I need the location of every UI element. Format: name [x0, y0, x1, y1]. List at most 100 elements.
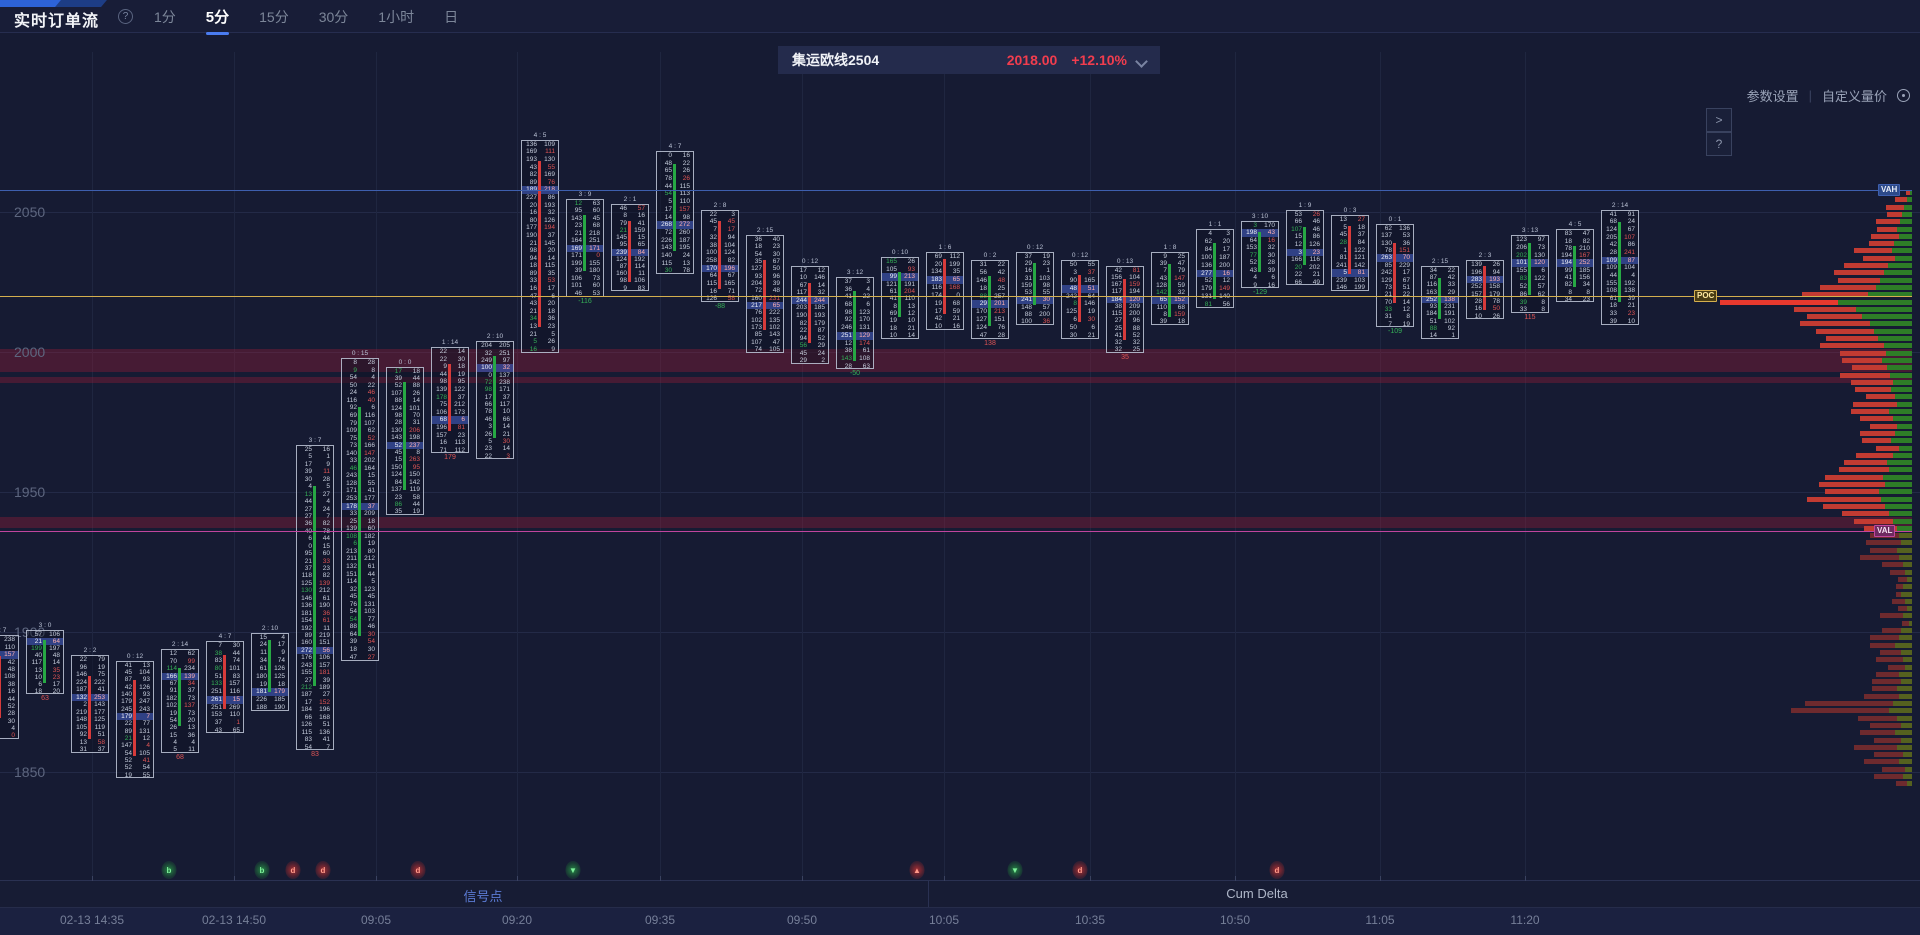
footprint-candle[interactable]: 204 205 32 251 249 97 100 32 0 137 72 238 98 171 17 37 6… [476, 333, 514, 460]
bid-volume: 107 [391, 389, 402, 397]
profile-sell-bar [1844, 460, 1887, 466]
ask-volume: 68 [592, 222, 600, 230]
footprint-candle[interactable]: 12 63 95 60 143 45 23 68 21 218 164 251 169 171 171 0 19… [566, 191, 604, 305]
footprint-row: 27 39 [297, 677, 333, 684]
footprint-candle[interactable]: 3 170 198 43 64 16 153 32 77 30 52 28 43 39 4 6 9 16 3 : 1… [1241, 213, 1279, 296]
footprint-candle[interactable]: 9 25 39 47 7 79 43 147 128 59 142 32 65 152 110 68 8 159 3… [1151, 244, 1189, 325]
footprint-row: 98 106 [612, 277, 648, 284]
footprint-candle[interactable]: 53 26 66 46 107 46 15 86 12 126 3 23 166 116 20 202 22 21… [1286, 202, 1324, 286]
bid-volume: 14 [664, 213, 672, 221]
candle-body-line [313, 486, 316, 687]
footprint-candle[interactable]: 41 91 68 24 124 67 205 107 42 86 28 241 109 87 109 104 4… [1601, 202, 1639, 325]
footprint-row: 93 231 [1422, 303, 1458, 310]
footprint-candle[interactable]: 2516511793911302845132744427242773682407… [296, 437, 334, 758]
footprint-candle[interactable]: 3733644122686981239217024613125112912174… [836, 269, 874, 377]
bid-volume: 105 [886, 265, 897, 273]
footprint-candle[interactable]: 3122564214648182588257292011702131271511… [971, 252, 1009, 347]
footprint-candle[interactable]: 57 106 21 64 199 197 40 48 117 14 13 35 10 23 6 17 18 20 3… [26, 622, 64, 702]
footprint-row: 12 174 [837, 340, 873, 348]
footprint-row: 115 165 [702, 280, 738, 288]
footprint-candle[interactable]: 12 62 70 99 114 234 166 139 67 34 91 37 182 73 102 137 1… [161, 641, 199, 761]
footprint-candle[interactable]: 1523814211068157704212648591081543822162… [0, 627, 19, 739]
footprint-row: 52 57 [1512, 283, 1548, 291]
footprint-row: 16 9 [522, 346, 558, 354]
footprint-row: 0 16 [657, 152, 693, 160]
signal-panel-title[interactable]: 信号点 [463, 889, 503, 904]
profile-sell-bar [1842, 357, 1882, 363]
ask-volume: 7 [326, 743, 330, 751]
footprint-candle[interactable]: 13 27 5 18 45 37 28 84 1 122 81 121 241 142 5 81 239 103 1… [1331, 207, 1369, 291]
footprint-row: 139 122 [432, 386, 468, 394]
footprint-candle[interactable]: 17 12 10 146 67 14 117 32 244 244 203 185 190 193 82 17… [791, 258, 829, 364]
footprint-candle[interactable]: 22 79 96 19 146 75 224 222 187 41 132 253 2 143 219 177… [71, 647, 109, 753]
tab-日[interactable]: 日 [444, 8, 459, 25]
footprint-row: 30 78 [657, 267, 693, 275]
candle-header: 0 : 2 [983, 252, 997, 260]
footprint-row: 9 25 [1152, 253, 1188, 260]
footprint-candle[interactable]: 6911220199134351836511616817401968175942… [926, 244, 964, 330]
tab-15分[interactable]: 15分 [259, 8, 289, 25]
help-icon[interactable]: ? [118, 9, 133, 24]
bid-volume: 82 [1564, 281, 1572, 289]
ask-volume: 27 [322, 490, 330, 498]
chevron-down-icon[interactable] [1137, 55, 1148, 66]
bid-volume: 169 [526, 148, 537, 156]
footprint-candle[interactable]: 36 40 18 23 54 30 35 67 127 50 93 96 204 39 72 48 160 231… [746, 227, 784, 353]
param-settings-button[interactable]: 参数设置 [1746, 89, 1799, 104]
instrument-selector[interactable]: 集运欧线2504 2018.00 +12.10% [778, 46, 1160, 74]
bid-volume: 76 [754, 309, 762, 317]
custom-volume-icon[interactable] [1897, 89, 1910, 102]
footprint-row: 32 25 [1107, 346, 1143, 353]
ask-volume: 12 [1402, 306, 1410, 314]
footprint-candle[interactable]: 139 26 196 94 283 193 252 158 157 179 28 78 16 50 10 26… [1466, 252, 1504, 320]
footprint-row: 5 18 [1332, 224, 1368, 232]
footprint-candle[interactable]: 46 57 8 16 79 41 21 159 145 15 95 65 239 84 124 192 87 11… [611, 196, 649, 292]
footprint-row: 17 157 [657, 206, 693, 214]
time-gridline [376, 52, 377, 880]
cum-delta-panel-title[interactable]: Cum Delta [1226, 886, 1288, 901]
bid-volume: 15 [394, 456, 402, 464]
footprint-candle[interactable]: 123 97 206 73 202 130 101 120 155 6 83 122 52 57 86 62 3… [1511, 227, 1549, 321]
footprint-candle[interactable]: 0 16 48 22 65 26 78 26 44 115 54 113 5 110 17 157 14 98 26… [656, 143, 694, 275]
tab-1小时[interactable]: 1小时 [378, 8, 415, 25]
footprint-candle[interactable]: 8 28 9 8 54 4 50 22 24 46 116 40 92 6 69 116 79 107 109 62 7… [341, 350, 379, 661]
custom-volume-button[interactable]: 自定义量价 [1821, 89, 1887, 104]
tab-1分[interactable]: 1分 [154, 8, 176, 25]
footprint-row: 18 21 [1602, 302, 1638, 310]
expand-panel-button[interactable]: > [1706, 108, 1732, 132]
footprint-candle[interactable]: 62 136 137 53 130 36 78 151 263 70 85 229 242 17 129 67… [1376, 216, 1414, 335]
footprint-row: 130 212 [297, 587, 333, 594]
help-button[interactable]: ? [1706, 132, 1732, 156]
footprint-row: 42 21 [927, 315, 963, 323]
footprint-candle[interactable]: 22 14 22 30 9 18 44 19 98 95 139 122 178 37 75 212 106 17… [431, 339, 469, 461]
footprint-candle[interactable]: 37 19 29 23 16 1 31 103 159 98 53 55 241 30 148 57 88 200… [1016, 244, 1054, 325]
ask-volume: 12 [142, 735, 150, 743]
ask-volume: 76 [547, 178, 555, 186]
footprint-candle[interactable]: 22 3 45 45 7 17 32 94 38 104 100 124 258 82 170 196 64 67… [701, 202, 739, 310]
ask-volume: 244 [814, 296, 825, 304]
footprint-candle[interactable]: 15 4 24 17 11 9 34 74 61 126 180 125 19 18 181 179 226 18… [251, 625, 289, 712]
footprint-candle[interactable]: 34 22 87 42 116 33 163 29 252 138 93 231 184 191 51 102… [1421, 258, 1459, 339]
ask-volume: 19 [412, 508, 420, 516]
bid-volume: 5 [488, 437, 492, 445]
bid-volume: 5 [1343, 269, 1347, 277]
ask-volume: 6 [1271, 274, 1275, 282]
footprint-candle[interactable]: 7 30 38 44 83 74 80 101 51 83 133 157 251 116 261 15 251… [206, 633, 244, 734]
footprint-candle[interactable]: 17 18 39 44 52 88 107 26 88 14 124 101 98 70 28 31 130 20… [386, 359, 424, 516]
footprint-candle[interactable]: 1361091691111931304355821698976189218227… [521, 132, 559, 354]
footprint-candle[interactable]: 5055337901654851242648146125196305063021… [1061, 252, 1099, 339]
footprint-candle[interactable]: 42 81 156 104 167 159 117 194 184 120 38 209 115 200 2… [1106, 258, 1144, 361]
tab-30分[interactable]: 30分 [318, 8, 349, 25]
footprint-row: 25 88 [1107, 325, 1143, 332]
footprint-row: 130 36 [1377, 240, 1413, 247]
bid-volume: 188 [256, 704, 267, 712]
ask-volume: 269 [229, 703, 240, 711]
ask-volume: 35 [952, 268, 960, 276]
footprint-row: 184 196 [297, 706, 333, 713]
footprint-candle[interactable]: 165 26 105 93 99 213 121 191 61 204 41 110 8 13 69 12 19… [881, 249, 919, 339]
footprint-candle[interactable]: 41 13 45 104 87 93 42 126 140 93 179 247 245 243 179 7 2… [116, 653, 154, 779]
footprint-candle[interactable]: 83 47 18 82 78 210 194 167 194 252 99 185 41 156 82 34 8… [1556, 221, 1594, 303]
tab-5分[interactable]: 5分 [204, 0, 231, 35]
ask-volume: 142 [409, 478, 420, 486]
footprint-candle[interactable]: 4362208417100187136200277165212179149131… [1196, 221, 1234, 308]
